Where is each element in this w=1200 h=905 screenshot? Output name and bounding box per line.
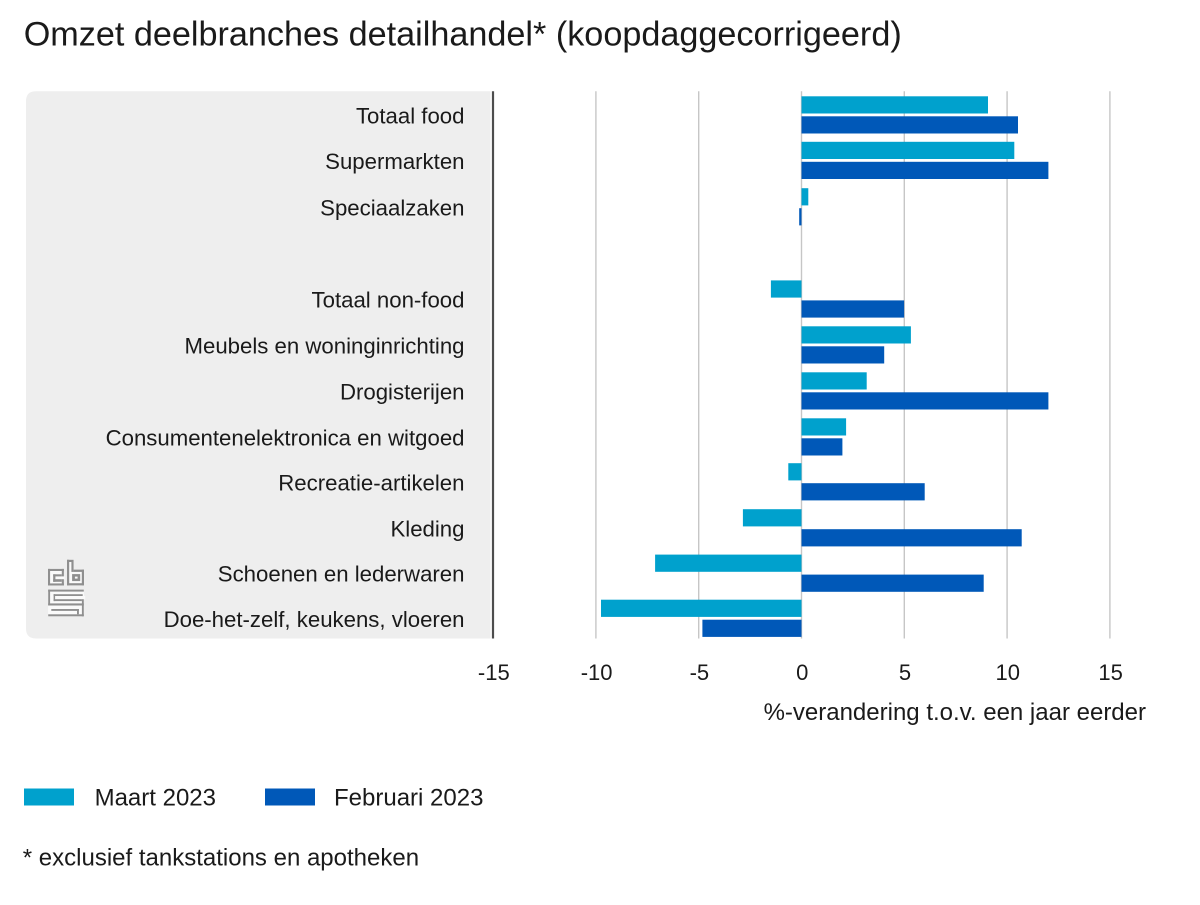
svg-text:10: 10 [996, 660, 1020, 685]
svg-text:-15: -15 [478, 660, 510, 685]
svg-text:Omzet deelbranches detailhande: Omzet deelbranches detailhandel* (koopda… [24, 16, 902, 54]
svg-text:5: 5 [899, 660, 911, 685]
svg-text:Consumentenelektronica en witg: Consumentenelektronica en witgoed [106, 425, 465, 450]
svg-text:Totaal food: Totaal food [356, 103, 465, 128]
svg-text:-10: -10 [581, 660, 613, 685]
svg-text:Meubels en woninginrichting: Meubels en woninginrichting [185, 333, 465, 358]
svg-text:Speciaalzaken: Speciaalzaken [320, 195, 464, 220]
svg-text:Schoenen en lederwaren: Schoenen en lederwaren [218, 562, 465, 587]
svg-text:* exclusief tankstations en ap: * exclusief tankstations en apotheken [23, 844, 419, 871]
svg-text:Doe-het-zelf, keukens, vloeren: Doe-het-zelf, keukens, vloeren [164, 607, 465, 632]
svg-text:15: 15 [1098, 660, 1122, 685]
svg-text:Maart 2023: Maart 2023 [95, 785, 216, 812]
svg-text:Februari 2023: Februari 2023 [334, 785, 483, 812]
svg-text:Drogisterijen: Drogisterijen [340, 379, 465, 404]
svg-text:%-verandering t.o.v. een jaar: %-verandering t.o.v. een jaar eerder [764, 699, 1146, 726]
svg-text:-5: -5 [690, 660, 710, 685]
svg-text:Supermarkten: Supermarkten [325, 149, 464, 174]
svg-text:Recreatie-artikelen: Recreatie-artikelen [278, 470, 464, 495]
svg-text:Totaal non-food: Totaal non-food [312, 288, 465, 313]
svg-text:Kleding: Kleding [390, 516, 464, 541]
svg-text:0: 0 [796, 660, 808, 685]
